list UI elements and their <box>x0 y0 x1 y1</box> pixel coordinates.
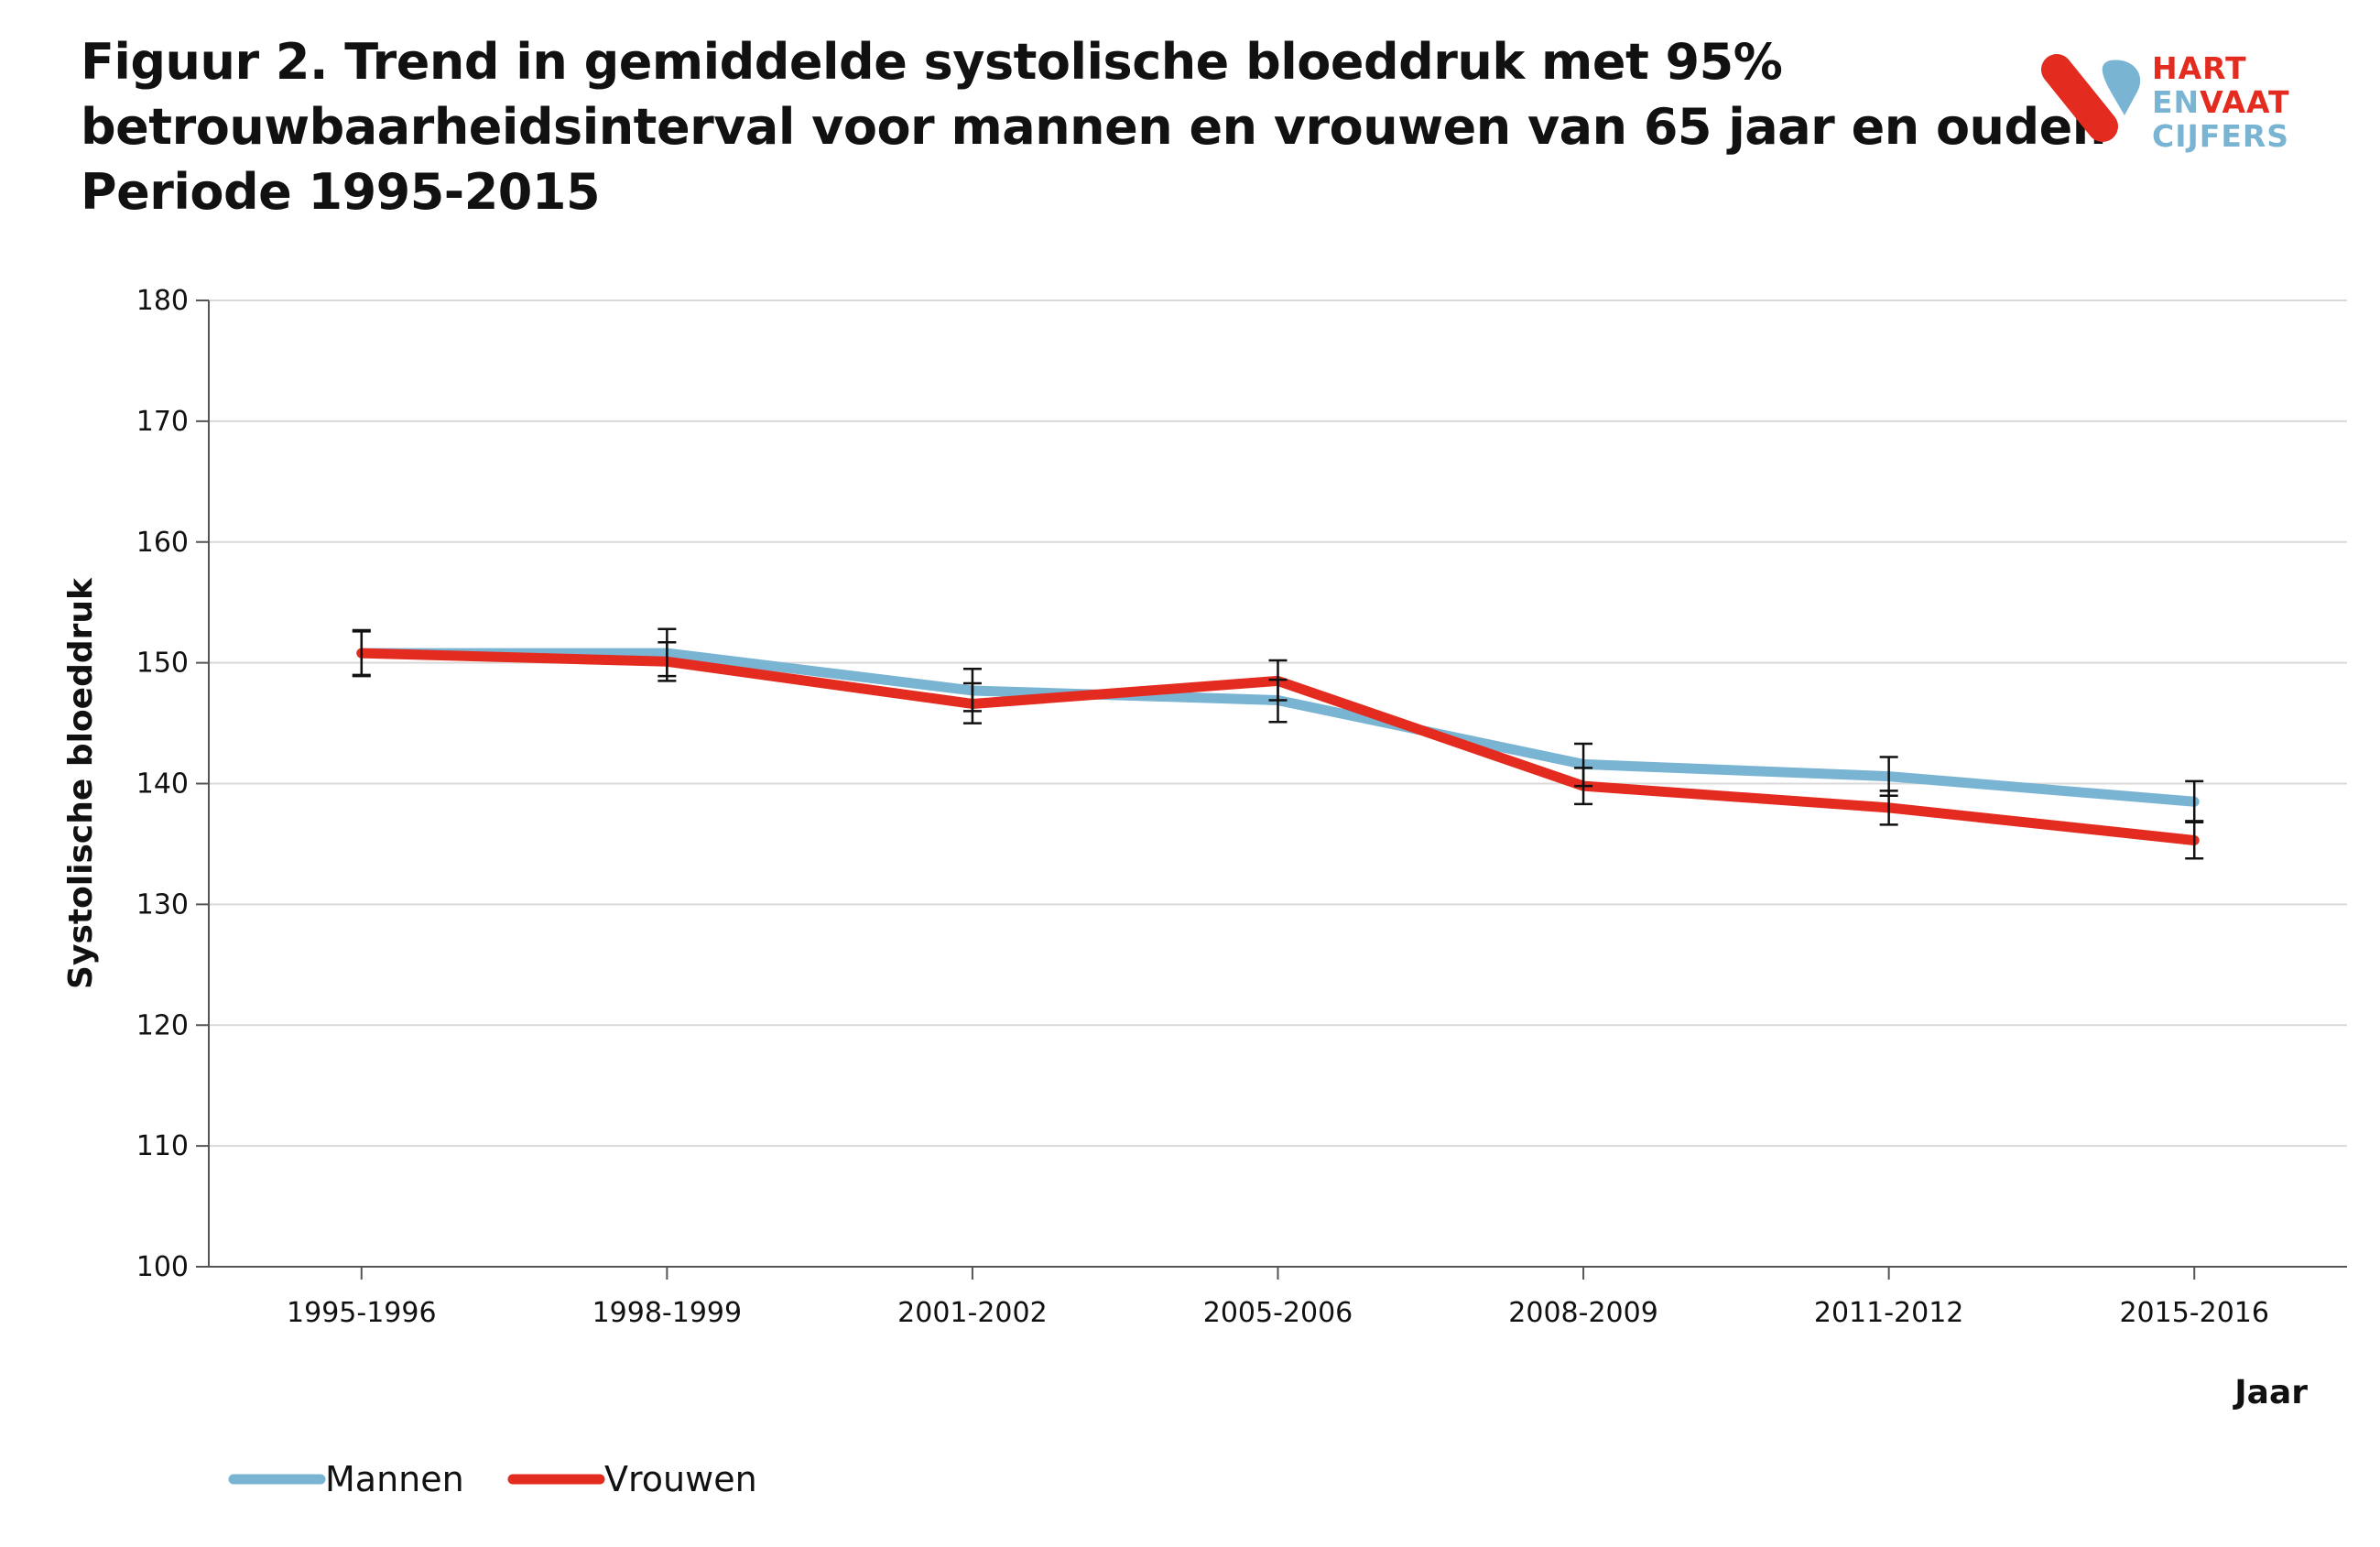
title-line-2: betrouwbaarheidsinterval voor mannen en … <box>81 98 2108 156</box>
y-axis-title: Systolische bloeddruk <box>62 577 100 989</box>
logo-line-cijfers: CIJFERS <box>2152 118 2290 154</box>
error-bar-vrouwen-2015-2016 <box>2185 821 2204 860</box>
chart-title: Figuur 2. Trend in gemiddelde systolisch… <box>81 29 2108 224</box>
x-axis-title: Jaar <box>2232 1374 2308 1411</box>
x-tick-label-2001-2002: 2001-2002 <box>897 1297 1048 1329</box>
gridlines <box>209 300 2347 1148</box>
y-tick-label-110: 110 <box>136 1130 189 1162</box>
legend-entry-mannen: Mannen <box>228 1459 464 1499</box>
x-tick-label-2015-2016: 2015-2016 <box>2119 1297 2269 1329</box>
logo-line-vaat: VAAT <box>2200 84 2290 120</box>
title-line-3: Periode 1995-2015 <box>81 163 601 221</box>
error-bar-mannen-2015-2016 <box>2185 779 2204 823</box>
error-bar-vrouwen-2001-2002 <box>962 681 982 724</box>
error-bar-vrouwen-1995-1996 <box>352 630 371 677</box>
y-tick-label-160: 160 <box>136 527 189 559</box>
legend: Mannen Vrouwen <box>228 1459 757 1499</box>
x-tick-label-1998-1999: 1998-1999 <box>592 1297 743 1329</box>
legend-label-vrouwen: Vrouwen <box>604 1459 757 1499</box>
y-tick-label-170: 170 <box>136 406 189 438</box>
y-axis-ticks: 100 110 120 130 140 150 160 170 180 <box>136 285 209 1283</box>
y-tick-label-180: 180 <box>136 285 189 317</box>
title-line-1: Figuur 2. Trend in gemiddelde systolisch… <box>81 33 1783 91</box>
logo-line-hart: HART <box>2152 50 2247 86</box>
logo-wordmark: HART ENVAAT CIJFERS <box>2152 51 2290 153</box>
y-tick-label-150: 150 <box>136 648 189 680</box>
legend-entry-vrouwen: Vrouwen <box>507 1459 757 1499</box>
logo-mark-icon <box>2041 54 2141 142</box>
x-tick-label-2005-2006: 2005-2006 <box>1203 1297 1353 1329</box>
x-axis-ticks: 1995-1996 1998-1999 2001-2002 2005-2006 2008… <box>287 1267 2269 1329</box>
y-tick-label-140: 140 <box>136 768 189 801</box>
logo-line-en: EN <box>2152 84 2201 120</box>
error-bar-vrouwen-2005-2006 <box>1268 659 1288 702</box>
y-tick-label-100: 100 <box>136 1251 189 1283</box>
error-bars <box>352 627 2204 860</box>
y-tick-label-130: 130 <box>136 888 189 921</box>
hartenvaatcijfers-logo: HART ENVAAT CIJFERS <box>2033 51 2335 161</box>
y-tick-label-120: 120 <box>136 1009 189 1041</box>
legend-label-mannen: Mannen <box>325 1459 464 1499</box>
x-tick-label-2008-2009: 2008-2009 <box>1508 1297 1658 1329</box>
error-bar-vrouwen-2011-2012 <box>1879 790 1898 826</box>
error-bar-vrouwen-2008-2009 <box>1574 767 1593 806</box>
x-tick-label-1995-1996: 1995-1996 <box>287 1297 437 1329</box>
x-tick-label-2011-2012: 2011-2012 <box>1814 1297 1964 1329</box>
error-bar-vrouwen-1998-1999 <box>657 640 677 682</box>
